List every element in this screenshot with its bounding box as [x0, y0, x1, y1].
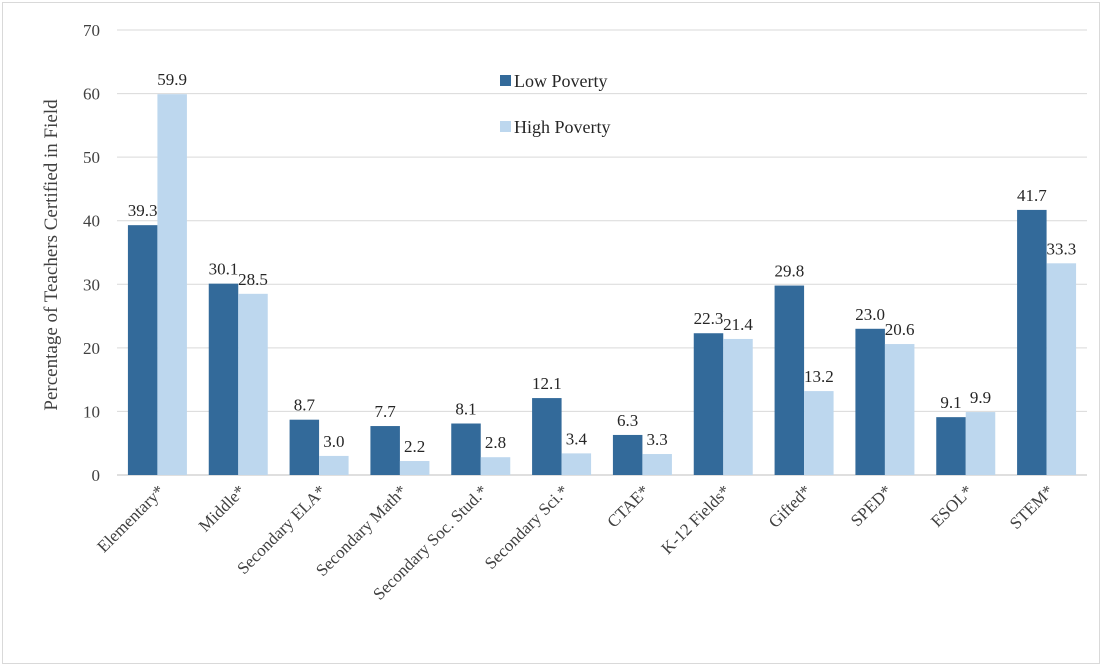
- data-label-high-poverty-secondary-sci: 3.4: [566, 429, 588, 448]
- data-label-low-poverty-ctae: 6.3: [617, 411, 638, 430]
- bar-high-poverty-secondary-math: [399, 461, 430, 475]
- y-axis-ticks: 0 10 20 30 40 50 60 70: [83, 21, 100, 485]
- bar-low-poverty-secondary-soc-stud: [451, 423, 481, 475]
- bar-high-poverty-secondary-soc-stud: [480, 457, 511, 475]
- category-label-secondary-sci: Secondary Sci.*: [481, 481, 573, 573]
- category-label-middle: Middle*: [195, 481, 249, 535]
- legend-swatch-high-poverty: [500, 121, 511, 132]
- bar-low-poverty-elementary: [127, 225, 158, 475]
- data-label-low-poverty-secondary-ela: 8.7: [294, 396, 316, 415]
- data-label-low-poverty-esol: 9.1: [940, 393, 961, 412]
- data-label-high-poverty-k-12-fields: 21.4: [723, 315, 753, 334]
- category-label-k-12-fields: K-12 Fields*: [658, 481, 735, 558]
- gridlines: [117, 29, 1087, 476]
- bar-low-poverty-k-12-fields: [693, 333, 724, 475]
- bar-high-poverty-gifted: [804, 391, 834, 475]
- y-tick-50: 50: [83, 148, 100, 167]
- y-tick-0: 0: [92, 466, 101, 485]
- category-label-sped: SPED*: [847, 481, 896, 530]
- y-tick-20: 20: [83, 339, 100, 358]
- bar-high-poverty-esol: [965, 412, 996, 475]
- data-label-low-poverty-gifted: 29.8: [774, 262, 804, 281]
- category-label-stem: STEM*: [1006, 481, 1058, 533]
- bar-low-poverty-ctae: [612, 434, 643, 475]
- y-tick-60: 60: [83, 85, 100, 104]
- category-label-ctae: CTAE*: [603, 481, 653, 531]
- data-label-high-poverty-ctae: 3.3: [647, 430, 668, 449]
- legend-label-high-poverty: High Poverty: [514, 117, 611, 137]
- data-label-low-poverty-stem: 41.7: [1017, 186, 1047, 205]
- data-label-low-poverty-secondary-soc-stud: 8.1: [455, 400, 476, 419]
- bar-low-poverty-sped: [855, 328, 885, 475]
- category-label-esol: ESOL*: [927, 481, 976, 530]
- y-tick-40: 40: [83, 212, 100, 231]
- data-label-low-poverty-sped: 23.0: [855, 305, 885, 324]
- bar-high-poverty-secondary-ela: [319, 455, 349, 475]
- category-label-elementary: Elementary*: [93, 481, 168, 556]
- data-label-low-poverty-middle: 30.1: [209, 260, 239, 279]
- data-label-high-poverty-secondary-math: 2.2: [404, 437, 425, 456]
- data-label-high-poverty-gifted: 13.2: [804, 367, 834, 386]
- bar-high-poverty-stem: [1046, 263, 1077, 475]
- y-tick-30: 30: [83, 275, 100, 294]
- data-label-high-poverty-secondary-ela: 3.0: [323, 432, 344, 451]
- bar-low-poverty-gifted: [774, 285, 805, 475]
- bar-high-poverty-sped: [884, 344, 915, 475]
- bar-low-poverty-esol: [936, 417, 966, 475]
- bar-high-poverty-elementary: [157, 94, 187, 475]
- data-label-high-poverty-middle: 28.5: [238, 270, 268, 289]
- bar-low-poverty-secondary-ela: [289, 419, 320, 475]
- bar-high-poverty-middle: [238, 293, 268, 475]
- bar-high-poverty-ctae: [642, 454, 672, 475]
- data-label-high-poverty-sped: 20.6: [885, 320, 915, 339]
- y-tick-70: 70: [83, 21, 100, 40]
- data-label-high-poverty-secondary-soc-stud: 2.8: [485, 433, 506, 452]
- y-axis-label: Percentage of Teachers Certified in Fiel…: [41, 99, 62, 411]
- legend-label-low-poverty: Low Poverty: [514, 71, 608, 91]
- data-label-high-poverty-esol: 9.9: [970, 388, 991, 407]
- legend: Low Poverty High Poverty: [500, 71, 611, 137]
- data-labels: 39.3 59.9 30.128.5 8.7 3.0 7.7 2.2 8.1 2.8 12.1 3.…: [128, 70, 1076, 456]
- y-tick-10: 10: [83, 402, 100, 421]
- data-label-low-poverty-secondary-sci: 12.1: [532, 374, 562, 393]
- bars: [127, 94, 1077, 475]
- bar-high-poverty-k-12-fields: [723, 338, 753, 475]
- data-label-high-poverty-stem: 33.3: [1046, 239, 1076, 258]
- data-label-low-poverty-elementary: 39.3: [128, 201, 158, 220]
- data-label-low-poverty-k-12-fields: 22.3: [694, 309, 724, 328]
- bar-low-poverty-stem: [1017, 209, 1047, 475]
- bar-low-poverty-middle: [208, 283, 239, 475]
- data-label-low-poverty-secondary-math: 7.7: [375, 402, 397, 421]
- bar-low-poverty-secondary-sci: [532, 398, 562, 475]
- data-label-high-poverty-elementary: 59.9: [157, 70, 187, 89]
- category-label-gifted: Gifted*: [765, 481, 815, 531]
- bar-high-poverty-secondary-sci: [561, 453, 592, 475]
- x-axis-categories: Elementary* Middle*Secondary ELA*Secondar…: [93, 481, 1057, 603]
- bar-low-poverty-secondary-math: [370, 426, 400, 475]
- legend-swatch-low-poverty: [500, 75, 511, 86]
